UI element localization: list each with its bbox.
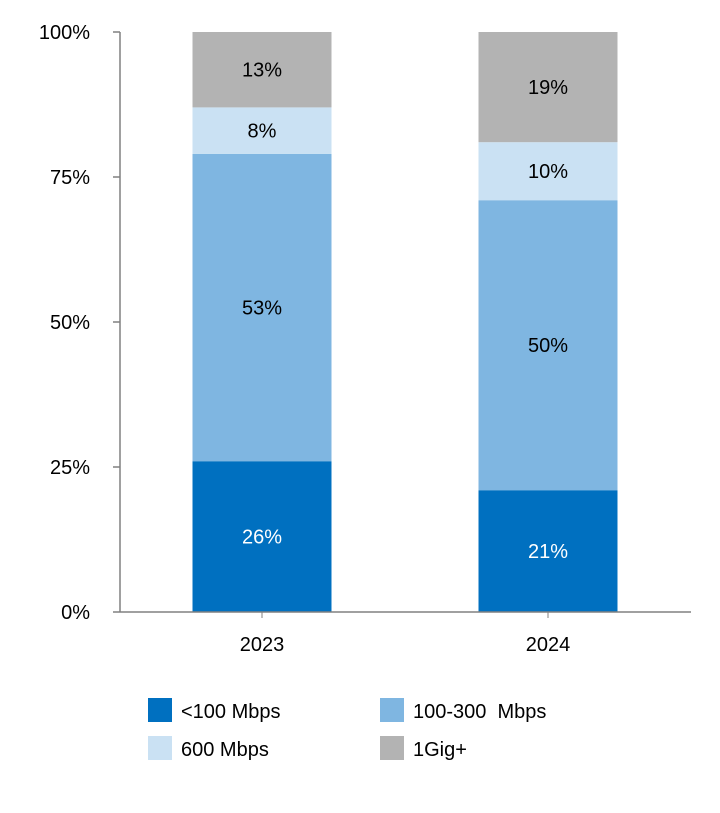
- data-label: 53%: [242, 298, 282, 320]
- axes: 2023 2024 0% 25% 50% 75% 100%: [39, 22, 691, 656]
- legend-item: 1Gig+: [380, 736, 467, 761]
- legend-swatch: [148, 736, 172, 760]
- data-label: 50%: [528, 335, 568, 357]
- bar-segment: [478, 490, 618, 612]
- legend-label: 600 Mbps: [181, 739, 269, 761]
- legend-swatch: [380, 698, 404, 722]
- legend-swatch: [148, 698, 172, 722]
- bar-segment: [478, 142, 618, 201]
- legend-item: <100 Mbps: [148, 698, 281, 723]
- bar-segment: [478, 32, 618, 143]
- bar-segment: [192, 461, 332, 612]
- legend-label: 100-300 Mbps: [413, 701, 546, 723]
- y-tick-label: 0%: [61, 602, 90, 624]
- data-label: 13%: [242, 60, 282, 82]
- y-tick-label: 25%: [50, 457, 90, 479]
- x-tick-label: 2023: [240, 634, 285, 656]
- legend-label: <100 Mbps: [181, 701, 281, 723]
- data-label: 10%: [528, 161, 568, 183]
- legend-item: 100-300 Mbps: [380, 698, 546, 723]
- data-label: 26%: [242, 527, 282, 549]
- legend-swatch: [380, 736, 404, 760]
- bar-segment: [192, 32, 332, 108]
- y-tick-label: 75%: [50, 167, 90, 189]
- bar-segment: [478, 200, 618, 491]
- y-tick-label: 50%: [50, 312, 90, 334]
- data-label: 8%: [248, 121, 277, 143]
- bar-segment: [192, 153, 332, 462]
- x-tick-label: 2024: [526, 634, 571, 656]
- bars: 26% 53% 8% 13% 21% 50% 10% 19%: [192, 32, 618, 612]
- y-tick-label: 100%: [39, 22, 90, 44]
- data-label: 21%: [528, 541, 568, 563]
- legend-label: 1Gig+: [413, 739, 467, 761]
- data-label: 19%: [528, 77, 568, 99]
- legend: <100 Mbps 100-300 Mbps 600 Mbps 1Gig+: [148, 698, 546, 761]
- legend-item: 600 Mbps: [148, 736, 269, 761]
- bar-segment: [192, 107, 332, 154]
